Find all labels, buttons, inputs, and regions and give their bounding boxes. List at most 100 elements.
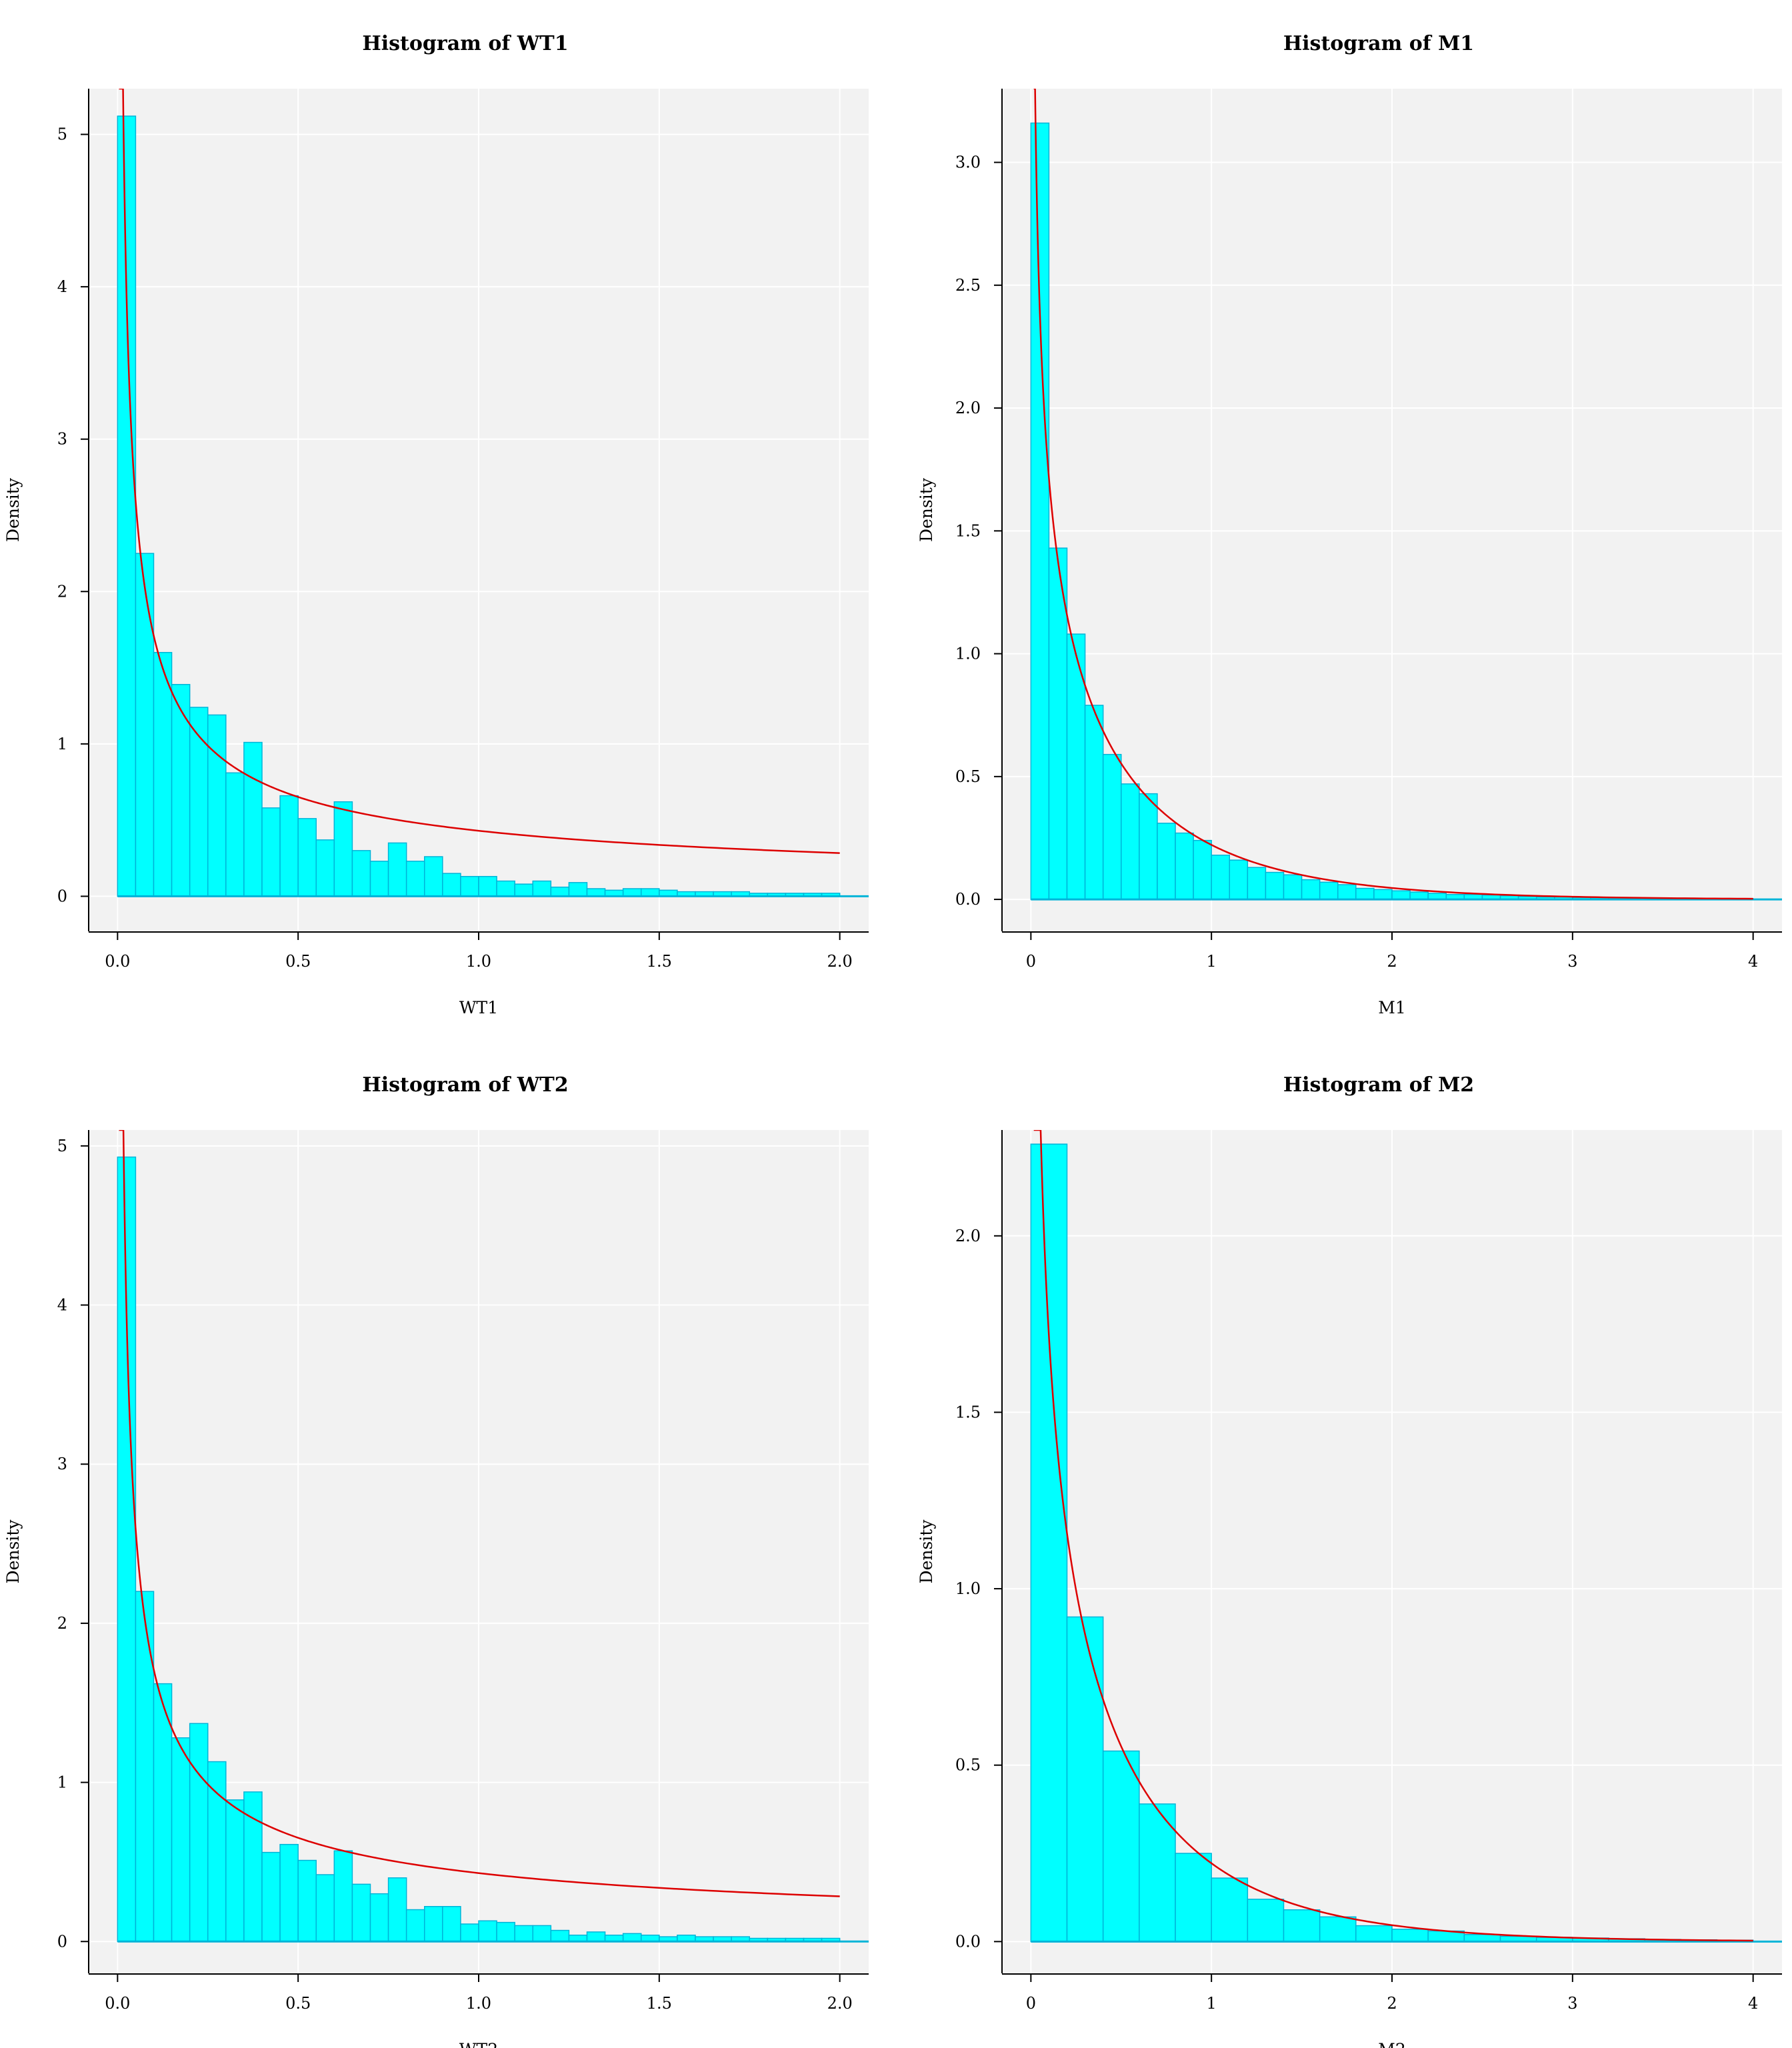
histogram-bar (1355, 1925, 1393, 1943)
histogram-bar (532, 880, 552, 897)
histogram-bar (1247, 867, 1267, 900)
y-tick-label: 3 (57, 1455, 67, 1473)
histogram-bar (1283, 1909, 1321, 1943)
histogram-bar (1102, 753, 1122, 900)
panel-title: Histogram of M1 (1283, 32, 1474, 55)
histogram-bar (279, 1843, 299, 1943)
histogram-bar (153, 651, 173, 897)
y-axis: 0.0 0.5 1.0 1.5 2.0 2.5 3.0 Density (917, 89, 1003, 931)
histogram-bars (117, 115, 869, 897)
y-tick-label: 1 (57, 1773, 67, 1792)
x-tick-label: 1.5 (647, 952, 672, 971)
histogram-bar (1102, 1750, 1140, 1943)
y-tick-label: 0.5 (955, 1756, 981, 1775)
histogram-bar (550, 1929, 570, 1943)
histogram-bar (1391, 890, 1411, 900)
histogram-bar (568, 882, 588, 897)
histogram-bar (1319, 881, 1339, 900)
histogram-bar (532, 1925, 552, 1943)
histogram-bar (514, 883, 534, 897)
histogram-bar (1121, 783, 1140, 900)
y-axis-label: Density (917, 477, 936, 542)
histogram-panel-m2: Histogram of M2 0 1 2 3 4 M2 0.0 0.5 1.0 1.5 2.0 Den… (917, 1073, 1782, 2048)
density-curve (1033, 89, 1753, 900)
histogram-bar (442, 873, 461, 897)
x-axis-label: M1 (1378, 998, 1406, 1017)
histogram-panel-wt1: Histogram of WT1 0.0 0.5 1.0 1.5 2.0 WT1 0 1 2 3 4 5… (3, 32, 869, 1017)
histogram-bar (460, 1923, 479, 1943)
histogram-bar (586, 888, 606, 897)
panel-title: Histogram of WT2 (362, 1073, 568, 1097)
histogram-bars (1030, 1143, 1782, 1943)
y-tick-label: 5 (57, 1137, 67, 1155)
histogram-bars (117, 1156, 869, 1943)
histogram-bar (1247, 1899, 1285, 1943)
histogram-bar (261, 807, 281, 897)
x-tick-label: 0 (1026, 1994, 1036, 2013)
y-tick-label: 2.0 (955, 1227, 981, 1245)
x-tick-label: 1 (1207, 1994, 1217, 2013)
histogram-bar (442, 1906, 461, 1943)
histogram-bar (1265, 871, 1285, 900)
histogram-panel-m1: Histogram of M1 0 1 2 3 4 M1 0.0 0.5 1.0 1.5 2.0 2.5… (917, 32, 1782, 1017)
histogram-bar (1373, 889, 1393, 900)
histogram-bar (315, 1874, 335, 1943)
histogram-bar (478, 1920, 497, 1943)
histogram-bar (1066, 1616, 1104, 1943)
x-tick-label: 0 (1026, 952, 1036, 971)
histogram-bar (171, 683, 191, 897)
histogram-bar (460, 875, 479, 897)
panel-title: Histogram of M2 (1283, 1073, 1474, 1097)
y-tick-label: 3.0 (955, 153, 981, 172)
histogram-bar (1301, 879, 1321, 900)
histogram-bar (586, 1931, 606, 1943)
y-tick-label: 0.0 (955, 890, 981, 909)
y-axis-label: Density (917, 1519, 936, 1584)
x-tick-label: 1.5 (647, 1994, 672, 2013)
y-axis: 0.0 0.5 1.0 1.5 2.0 Density (917, 1130, 1003, 1973)
y-tick-label: 0.0 (955, 1932, 981, 1951)
y-tick-label: 1.5 (955, 1403, 981, 1421)
histogram-bar (1391, 1929, 1429, 1943)
histogram-bar (333, 801, 353, 897)
y-tick-label: 2 (57, 1614, 67, 1633)
histogram-bar (243, 741, 263, 897)
x-axis: 0.0 0.5 1.0 1.5 2.0 WT1 (89, 931, 869, 1017)
histogram-bar (405, 1909, 425, 1943)
x-tick-label: 3 (1567, 952, 1577, 971)
histogram-bar (514, 1925, 534, 1943)
density-curve (119, 1130, 840, 1897)
histogram-bar (1193, 839, 1212, 900)
histogram-bar (424, 1906, 443, 1943)
histogram-bar (1463, 1934, 1501, 1943)
histogram-bar (622, 1933, 642, 1943)
histogram-bar (641, 888, 660, 897)
histogram-bar (189, 1723, 209, 1943)
x-axis: 0 1 2 3 4 M1 (1002, 931, 1782, 1017)
density-curve (119, 89, 840, 854)
histogram-bar (135, 1591, 155, 1943)
x-tick-label: 4 (1748, 1994, 1758, 2013)
histogram-bar (1139, 793, 1158, 900)
histogram-bar (1211, 1877, 1249, 1943)
histogram-bar (1030, 1143, 1068, 1943)
x-tick-label: 0.5 (285, 1994, 311, 2013)
grid (89, 89, 869, 931)
histogram-bar (1355, 887, 1375, 900)
histogram-bar (1319, 1916, 1357, 1943)
x-axis-label: M2 (1378, 2040, 1406, 2048)
panel-title: Histogram of WT1 (362, 32, 568, 55)
histogram-bar (117, 1156, 137, 1943)
x-tick-label: 3 (1567, 1994, 1577, 2013)
histogram-bar (496, 880, 515, 897)
histogram-bar (207, 1761, 227, 1943)
histogram-bar (135, 553, 155, 897)
histogram-bar (225, 1799, 245, 1943)
x-tick-label: 0.5 (285, 952, 311, 971)
histogram-bar (333, 1850, 353, 1943)
histogram-bar (315, 839, 335, 897)
y-tick-label: 0 (57, 1932, 67, 1951)
grid (89, 1130, 869, 1973)
x-tick-label: 0.0 (105, 1994, 130, 2013)
